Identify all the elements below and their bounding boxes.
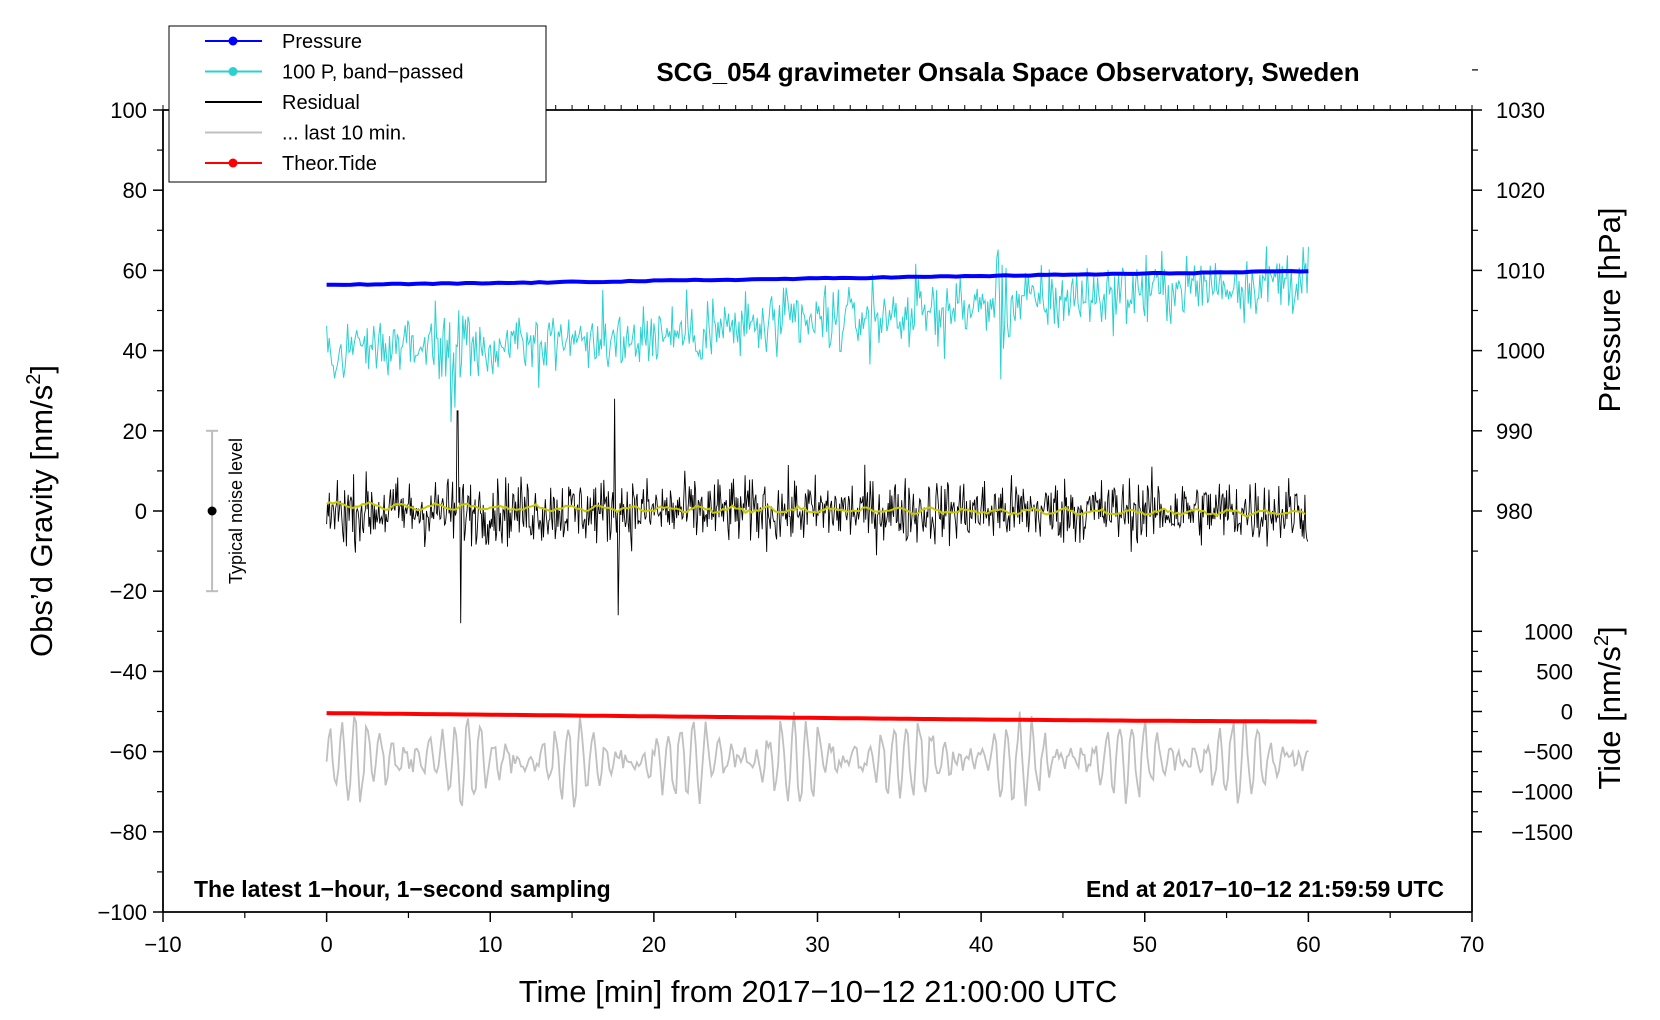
x-axis-title: Time [min] from 2017−10−12 21:00:00 UTC [519,974,1118,1009]
y-axis-title-tide-main: Tide [nm/s [1592,646,1627,790]
y-tick-label: −40 [110,659,147,684]
x-tick-label: 30 [805,932,829,957]
legend-label: Pressure [282,31,362,53]
series-last10min-line [325,711,1309,808]
x-tick-label: 70 [1460,932,1484,957]
x-tick-label: 50 [1133,932,1157,957]
y-tick-label: 0 [135,499,147,524]
y-tick-label: −80 [110,820,147,845]
y-axis-title-left: Obs’d Gravity [nm/s2] [23,365,59,657]
tide-tick-label: −1500 [1511,820,1573,845]
y-axis-title-tide: Tide [nm/s2] [1591,626,1627,789]
annotation-sampling: The latest 1−hour, 1−second sampling [194,876,611,902]
x-tick-label: 10 [478,932,502,957]
y-tick-label: −60 [110,740,147,765]
legend-label: 100 P, band−passed [282,62,463,84]
series-residual-smoothed-line [326,500,1306,518]
y-tick-label: 80 [123,178,147,203]
y-axis-title-left-sup: 2 [23,374,45,385]
pressure-tick-label: 1020 [1496,178,1545,203]
annotation-end-time: End at 2017−10−12 21:59:59 UTC [1086,876,1444,902]
tide-tick-label: 500 [1536,659,1573,684]
legend-label: ... last 10 min. [282,123,407,145]
x-tick-label: 60 [1296,932,1320,957]
series-bandpassed-line [326,246,1309,423]
y-tick-label: 100 [110,98,147,123]
series-tide-line [326,711,1317,724]
y-tick-label: 20 [123,419,147,444]
x-tick-label: −10 [144,932,181,957]
y-axis-title-pressure: Pressure [hPa] [1592,207,1627,412]
noise-bar-center-dot [207,506,217,516]
legend-swatch-marker [228,36,238,46]
y-axis-title-left-close: ] [24,365,59,374]
x-tick-label: 0 [321,932,333,957]
x-tick-label: 40 [969,932,993,957]
legend-label: Theor.Tide [282,153,377,175]
y-tick-label: −100 [97,900,147,925]
y-tick-label: 40 [123,339,147,364]
x-tick-label: 20 [642,932,666,957]
pressure-tick-label: 1010 [1496,258,1545,283]
tide-tick-label: −500 [1523,740,1573,765]
noise-level-label: Typical noise level [226,438,246,584]
tide-tick-label: −1000 [1511,780,1573,805]
tide-tick-label: 0 [1561,700,1573,725]
pressure-tick-label: 1000 [1496,339,1545,364]
legend-swatch-marker [228,158,238,168]
y-axis-title-tide-close: ] [1592,626,1627,635]
y-axis-title-left-main: Obs’d Gravity [nm/s [24,385,59,657]
y-tick-label: −20 [110,579,147,604]
legend-box [168,25,547,183]
chart-title: SCG_054 gravimeter Onsala Space Observat… [656,57,1359,87]
series-pressure-line [326,269,1309,287]
pressure-tick-label: 1030 [1496,98,1545,123]
legend-label: Residual [282,92,360,114]
y-axis-title-tide-sup: 2 [1591,635,1613,646]
y-tick-label: 60 [123,258,147,283]
legend-swatch-marker [228,67,238,76]
pressure-tick-label: 980 [1496,499,1533,524]
pressure-tick-label: 990 [1496,419,1533,444]
tide-tick-label: 1000 [1524,619,1573,644]
